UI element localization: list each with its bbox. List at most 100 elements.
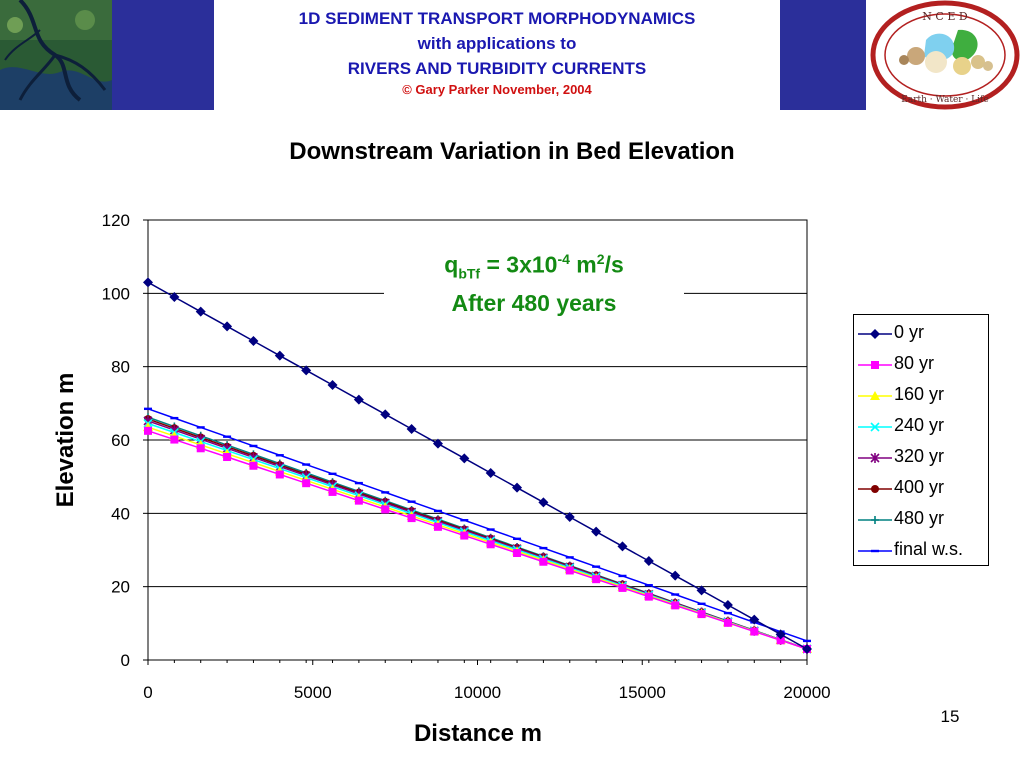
data-point bbox=[722, 600, 733, 610]
y-tick-label: 40 bbox=[111, 504, 130, 523]
data-point bbox=[170, 416, 179, 420]
legend-label: 400 yr bbox=[894, 477, 945, 497]
legend-swatch-marker bbox=[870, 391, 880, 400]
legend-swatch-marker bbox=[871, 516, 879, 524]
legend-swatch-marker bbox=[870, 329, 880, 339]
chart-title: Downstream Variation in Bed Elevation bbox=[289, 138, 735, 165]
data-point bbox=[643, 556, 654, 566]
data-point bbox=[328, 472, 337, 476]
data-point bbox=[407, 514, 416, 523]
data-point bbox=[274, 350, 285, 361]
data-point bbox=[697, 610, 706, 619]
data-point bbox=[170, 435, 179, 444]
legend-label: final w.s. bbox=[894, 539, 964, 559]
data-point bbox=[671, 601, 680, 610]
data-point bbox=[353, 394, 364, 405]
header-copyright: © Gary Parker November, 2004 bbox=[402, 82, 592, 97]
annotation-sub: bTf bbox=[458, 265, 481, 282]
annotation-unit-exp: 2 bbox=[596, 251, 605, 267]
legend-label: 320 yr bbox=[894, 446, 945, 466]
annotation-line-2: After 480 years bbox=[451, 290, 617, 317]
x-tick-label: 5000 bbox=[294, 683, 332, 702]
data-point bbox=[564, 512, 575, 522]
delta-satellite-graphic bbox=[0, 0, 112, 110]
header-bar: 1D SEDIMENT TRANSPORT MORPHODYNAMICS wit… bbox=[0, 0, 1024, 110]
nced-logo-graphic: N C E D Earth · Water · Life bbox=[870, 0, 1020, 110]
legend-entry: 80 yr bbox=[854, 349, 988, 379]
data-point bbox=[196, 426, 205, 429]
data-point bbox=[592, 575, 601, 584]
data-point bbox=[275, 454, 284, 457]
nced-logo: N C E D Earth · Water · Life bbox=[866, 0, 1024, 110]
data-point bbox=[539, 546, 548, 550]
data-point bbox=[223, 435, 232, 438]
data-point bbox=[539, 557, 548, 566]
data-point bbox=[354, 496, 363, 505]
data-point bbox=[696, 585, 707, 596]
data-point bbox=[591, 526, 602, 537]
legend-swatch-marker bbox=[871, 485, 879, 493]
page-number: 15 bbox=[940, 707, 960, 726]
data-point bbox=[143, 277, 153, 288]
data-point bbox=[301, 365, 312, 376]
y-tick-label: 20 bbox=[111, 578, 130, 597]
data-point bbox=[803, 639, 811, 643]
data-point bbox=[749, 614, 760, 625]
data-point bbox=[222, 321, 233, 332]
data-point bbox=[407, 500, 416, 503]
data-point bbox=[223, 453, 232, 462]
legend-swatch bbox=[858, 516, 892, 524]
data-point bbox=[144, 426, 152, 435]
data-point bbox=[750, 627, 759, 636]
data-point bbox=[406, 424, 417, 434]
data-point bbox=[670, 570, 681, 581]
y-tick-label: 120 bbox=[102, 211, 130, 230]
y-tick-label: 80 bbox=[111, 358, 130, 377]
x-tick-label: 20000 bbox=[783, 683, 830, 702]
data-point bbox=[275, 470, 284, 479]
data-point bbox=[776, 636, 785, 645]
annotation-unit-tail: /s bbox=[604, 251, 624, 278]
data-point bbox=[249, 444, 258, 448]
data-point bbox=[381, 505, 390, 514]
data-point bbox=[723, 618, 732, 627]
data-point bbox=[302, 463, 311, 466]
legend-swatch-marker bbox=[871, 549, 879, 553]
header-title-line-2: with applications to bbox=[417, 34, 577, 53]
data-point bbox=[380, 409, 391, 420]
data-point bbox=[302, 479, 311, 488]
x-tick-label: 10000 bbox=[454, 683, 501, 702]
legend-entry: final w.s. bbox=[854, 535, 988, 565]
logo-text-top: N C E D bbox=[922, 10, 968, 23]
data-point bbox=[328, 487, 337, 496]
legend-label: 240 yr bbox=[894, 415, 945, 435]
data-point bbox=[512, 482, 523, 493]
header-title-line-3: RIVERS AND TURBIDITY CURRENTS bbox=[347, 59, 647, 78]
legend-swatch-marker bbox=[870, 453, 880, 463]
annotation-box: qbTf = 3x10-4 m2/s After 480 years bbox=[384, 244, 684, 316]
legend-swatch bbox=[858, 549, 892, 553]
data-point bbox=[671, 593, 680, 596]
series-lines bbox=[143, 277, 812, 654]
y-tick-label: 60 bbox=[111, 431, 130, 450]
annotation-exp: -4 bbox=[557, 251, 570, 267]
y-tick-label: 100 bbox=[102, 284, 130, 303]
data-point bbox=[697, 602, 706, 605]
legend-label: 160 yr bbox=[894, 384, 945, 404]
data-point bbox=[433, 509, 442, 513]
y-tick-label: 0 bbox=[121, 651, 130, 670]
data-point bbox=[513, 549, 522, 558]
data-point bbox=[486, 540, 495, 549]
data-point bbox=[485, 468, 496, 478]
legend-swatch bbox=[858, 422, 892, 432]
legend-entry: 480 yr bbox=[854, 504, 988, 534]
legend-label: 80 yr bbox=[894, 353, 935, 373]
legend-entry: 0 yr bbox=[854, 318, 988, 348]
legend-entry: 400 yr bbox=[854, 473, 988, 503]
annotation-line-1: qbTf = 3x10-4 m2/s bbox=[384, 244, 684, 288]
legend-entry: 240 yr bbox=[854, 411, 988, 441]
delta-satellite-image bbox=[0, 0, 112, 110]
data-point bbox=[486, 528, 495, 531]
data-point bbox=[433, 522, 442, 531]
data-point bbox=[644, 592, 653, 601]
